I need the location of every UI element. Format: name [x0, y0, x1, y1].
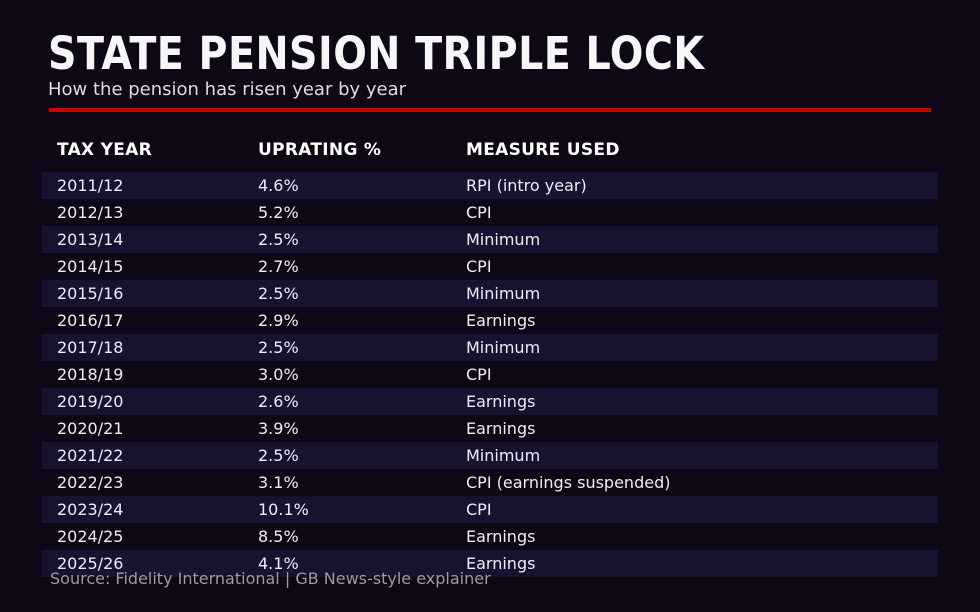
table-row: 2023/24 10.1% CPI: [42, 496, 938, 523]
cell-tax-year: 2025/26: [57, 554, 124, 573]
cell-tax-year: 2021/22: [57, 446, 124, 465]
cell-tax-year: 2014/15: [57, 257, 124, 276]
cell-measure: Earnings: [466, 419, 536, 438]
cell-tax-year: 2019/20: [57, 392, 124, 411]
page-subtitle: How the pension has risen year by year: [48, 79, 407, 100]
cell-uprating: 3.0%: [258, 365, 299, 384]
cell-measure: RPI (intro year): [466, 176, 587, 195]
table-row: 2013/14 2.5% Minimum: [42, 226, 938, 253]
table-row: 2019/20 2.6% Earnings: [42, 388, 938, 415]
source-caption: Source: Fidelity International | GB News…: [50, 569, 491, 588]
cell-tax-year: 2023/24: [57, 500, 124, 519]
table-row: 2018/19 3.0% CPI: [42, 361, 938, 388]
cell-measure: Earnings: [466, 527, 536, 546]
cell-tax-year: 2017/18: [57, 338, 124, 357]
cell-tax-year: 2011/12: [57, 176, 124, 195]
column-header-uprating: UPRATING %: [258, 140, 382, 160]
cell-measure: Minimum: [466, 338, 541, 357]
table-row: 2021/22 2.5% Minimum: [42, 442, 938, 469]
cell-measure: CPI: [466, 257, 492, 276]
accent-rule: [49, 108, 931, 112]
cell-measure: Earnings: [466, 392, 536, 411]
cell-measure: CPI: [466, 203, 492, 222]
cell-uprating: 10.1%: [258, 500, 309, 519]
cell-uprating: 2.5%: [258, 338, 299, 357]
page-title: STATE PENSION TRIPLE LOCK: [48, 27, 705, 80]
table-row: 2020/21 3.9% Earnings: [42, 415, 938, 442]
cell-measure: Minimum: [466, 230, 541, 249]
cell-measure: Earnings: [466, 554, 536, 573]
cell-measure: CPI: [466, 500, 492, 519]
table-row: 2014/15 2.7% CPI: [42, 253, 938, 280]
cell-uprating: 2.5%: [258, 284, 299, 303]
table-body: 2011/12 4.6% RPI (intro year) 2012/13 5.2% CP…: [42, 172, 938, 577]
cell-measure: CPI (earnings suspended): [466, 473, 671, 492]
table-row: 2015/16 2.5% Minimum: [42, 280, 938, 307]
table-row: 2012/13 5.2% CPI: [42, 199, 938, 226]
cell-uprating: 3.9%: [258, 419, 299, 438]
cell-uprating: 4.1%: [258, 554, 299, 573]
cell-tax-year: 2018/19: [57, 365, 124, 384]
cell-uprating: 2.5%: [258, 446, 299, 465]
cell-tax-year: 2024/25: [57, 527, 124, 546]
cell-measure: Minimum: [466, 446, 541, 465]
cell-uprating: 2.6%: [258, 392, 299, 411]
cell-measure: CPI: [466, 365, 492, 384]
column-header-tax-year: TAX YEAR: [57, 140, 153, 160]
column-header-measure: MEASURE USED: [466, 140, 620, 160]
cell-tax-year: 2020/21: [57, 419, 124, 438]
cell-measure: Minimum: [466, 284, 541, 303]
cell-uprating: 5.2%: [258, 203, 299, 222]
cell-tax-year: 2013/14: [57, 230, 124, 249]
cell-uprating: 2.7%: [258, 257, 299, 276]
cell-uprating: 3.1%: [258, 473, 299, 492]
cell-tax-year: 2015/16: [57, 284, 124, 303]
table-row: 2022/23 3.1% CPI (earnings suspended): [42, 469, 938, 496]
cell-uprating: 4.6%: [258, 176, 299, 195]
cell-measure: Earnings: [466, 311, 536, 330]
table-row: 2016/17 2.9% Earnings: [42, 307, 938, 334]
table-row: 2025/26 4.1% Earnings: [42, 550, 938, 577]
cell-tax-year: 2022/23: [57, 473, 124, 492]
table-row: 2017/18 2.5% Minimum: [42, 334, 938, 361]
cell-tax-year: 2012/13: [57, 203, 124, 222]
table-row: 2011/12 4.6% RPI (intro year): [42, 172, 938, 199]
table-row: 2024/25 8.5% Earnings: [42, 523, 938, 550]
table-header-row: TAX YEAR UPRATING % MEASURE USED: [42, 139, 938, 161]
cell-uprating: 2.5%: [258, 230, 299, 249]
cell-tax-year: 2016/17: [57, 311, 124, 330]
cell-uprating: 8.5%: [258, 527, 299, 546]
cell-uprating: 2.9%: [258, 311, 299, 330]
